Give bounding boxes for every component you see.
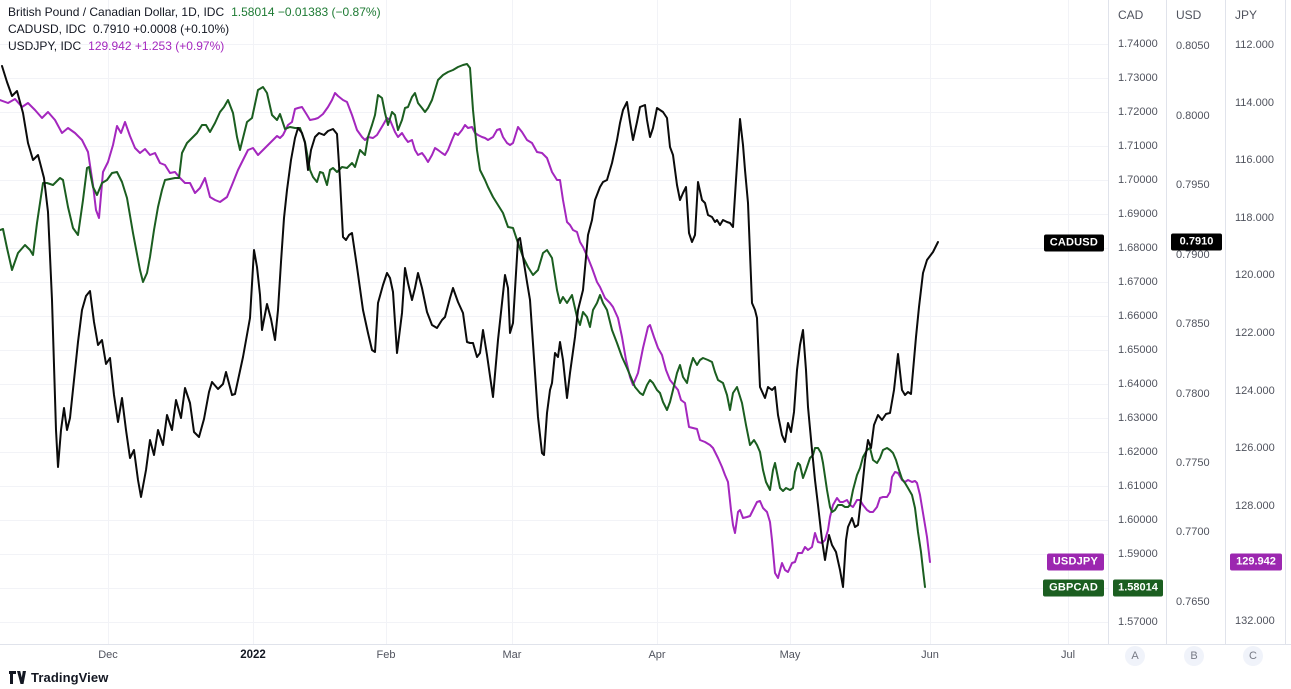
axis-tick-usd: 0.8050	[1176, 40, 1210, 52]
price-scale-cad[interactable]: CAD 1.74000 1.73000 1.72000 1.71000 1.70000 1…	[1108, 0, 1167, 666]
axis-tick-jpy: 112.000	[1235, 39, 1274, 51]
price-scale-usd[interactable]: USD 0.8050 0.8000 0.7950 0.7900 0.7850 0.7800…	[1166, 0, 1226, 666]
axis-tick-jpy: 132.000	[1235, 615, 1275, 627]
legend-symbol-usdjpy[interactable]: USDJPY, IDC	[8, 39, 82, 53]
axis-tick-cad: 1.62000	[1118, 446, 1158, 458]
axis-tick-jpy: 128.000	[1235, 500, 1275, 512]
axis-tick-cad: 1.60000	[1118, 514, 1158, 526]
series-badge-gbpcad[interactable]: GBPCAD	[1043, 579, 1104, 597]
legend-values-usdjpy: 129.942 +1.253 (+0.97%)	[88, 39, 225, 53]
legend-symbol-gbpcad[interactable]: British Pound / Canadian Dollar, 1D, IDC	[8, 5, 225, 19]
price-scale-jpy[interactable]: JPY 112.000 114.000 116.000 118.000 120.000 1…	[1225, 0, 1286, 666]
axis-tick-cad: 1.72000	[1118, 106, 1158, 118]
axis-tick-jpy: 114.000	[1235, 97, 1274, 109]
axis-tick-jpy: 116.000	[1235, 154, 1274, 166]
series-badge-cadusd[interactable]: CADUSD	[1043, 234, 1104, 252]
time-axis-label: Jun	[921, 649, 939, 661]
legend-row-usdjpy[interactable]: USDJPY, IDC 129.942 +1.253 (+0.97%)	[8, 38, 381, 54]
last-price-badge-usd: 0.7910	[1171, 233, 1222, 251]
axis-tick-usd: 0.7650	[1176, 596, 1210, 608]
footer-bar: TradingView	[0, 666, 1291, 689]
axis-tick-jpy: 118.000	[1235, 212, 1274, 224]
price-chart-canvas	[0, 0, 1108, 644]
tradingview-logo-text: TradingView	[31, 670, 109, 685]
axis-tick-usd: 0.7750	[1176, 457, 1210, 469]
axis-tick-cad: 1.59000	[1118, 548, 1158, 560]
axis-tick-cad: 1.73000	[1118, 72, 1158, 84]
last-price-badge-jpy: 129.942	[1230, 553, 1282, 571]
legend-row-cadusd[interactable]: CADUSD, IDC 0.7910 +0.0008 (+0.10%)	[8, 21, 381, 37]
series-line-cadusd[interactable]	[1, 65, 939, 588]
axis-tick-usd: 0.8000	[1176, 110, 1210, 122]
scale-toggle-button-b[interactable]: B	[1184, 646, 1204, 666]
time-axis-label: 2022	[240, 649, 266, 661]
scale-end-divider	[1285, 0, 1291, 666]
axis-tick-usd: 0.7850	[1176, 318, 1210, 330]
axis-tick-cad: 1.71000	[1118, 140, 1158, 152]
axis-tick-usd: 0.7700	[1176, 526, 1210, 538]
axis-tick-jpy: 122.000	[1235, 327, 1275, 339]
axis-tick-cad: 1.68000	[1118, 242, 1158, 254]
legend-row-gbpcad[interactable]: British Pound / Canadian Dollar, 1D, IDC…	[8, 4, 381, 20]
legend-values-cadusd: 0.7910 +0.0008 (+0.10%)	[93, 22, 230, 36]
axis-tick-usd: 0.7800	[1176, 388, 1210, 400]
axis-tick-cad: 1.70000	[1118, 174, 1158, 186]
axis-tick-cad: 1.65000	[1118, 344, 1158, 356]
scale-toggle-button-a[interactable]: A	[1125, 646, 1145, 666]
price-scale-header-usd: USD	[1176, 8, 1202, 22]
time-axis[interactable]: Dec 2022 Feb Mar Apr May Jun Jul A B C	[0, 644, 1291, 668]
time-axis-label: May	[779, 649, 801, 661]
tradingview-logo[interactable]: TradingView	[9, 670, 108, 685]
scale-toggle-button-c[interactable]: C	[1243, 646, 1263, 666]
legend-symbol-cadusd[interactable]: CADUSD, IDC	[8, 22, 87, 36]
time-axis-label: Feb	[376, 649, 396, 661]
axis-tick-cad: 1.66000	[1118, 310, 1158, 322]
tradingview-logo-icon	[9, 671, 26, 684]
series-line-usdjpy[interactable]	[0, 92, 931, 579]
axis-tick-usd: 0.7900	[1176, 249, 1210, 261]
axis-tick-cad: 1.61000	[1118, 480, 1158, 492]
time-axis-label: Mar	[502, 649, 522, 661]
last-price-badge-cad: 1.58014	[1113, 579, 1163, 597]
chart-plot-area[interactable]: British Pound / Canadian Dollar, 1D, IDC…	[0, 0, 1108, 644]
series-line-gbpcad[interactable]	[0, 63, 926, 588]
axis-tick-cad: 1.64000	[1118, 378, 1158, 390]
axis-tick-jpy: 124.000	[1235, 385, 1275, 397]
legend-values-gbpcad: 1.58014 −0.01383 (−0.87%)	[231, 5, 381, 19]
price-scale-header-cad: CAD	[1118, 8, 1144, 22]
chart-legend: British Pound / Canadian Dollar, 1D, IDC…	[8, 4, 381, 55]
time-axis-label: Jul	[1060, 649, 1076, 661]
time-axis-label: Apr	[648, 649, 666, 661]
axis-tick-cad: 1.74000	[1118, 38, 1158, 50]
axis-tick-cad: 1.69000	[1118, 208, 1158, 220]
axis-tick-jpy: 126.000	[1235, 442, 1275, 454]
axis-tick-usd: 0.7950	[1176, 179, 1210, 191]
axis-tick-cad: 1.63000	[1118, 412, 1158, 424]
price-scale-header-jpy: JPY	[1235, 8, 1258, 22]
axis-tick-cad: 1.67000	[1118, 276, 1158, 288]
time-axis-label: Dec	[98, 649, 118, 661]
axis-tick-cad: 1.57000	[1118, 616, 1158, 628]
series-badge-usdjpy[interactable]: USDJPY	[1046, 553, 1104, 571]
axis-tick-jpy: 120.000	[1235, 269, 1275, 281]
